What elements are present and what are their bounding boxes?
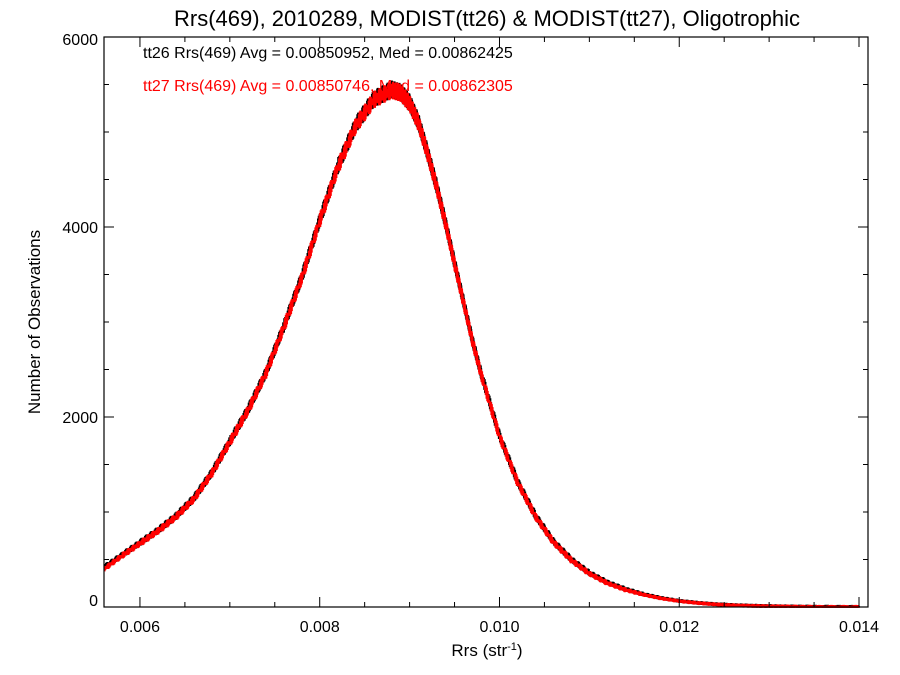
x-axis-label-close: )	[517, 641, 523, 660]
x-axis-label: Rrs (str-1)	[451, 641, 522, 660]
x-tick-label: 0.008	[300, 619, 340, 636]
x-axis-label-main: Rrs (str	[451, 641, 507, 660]
x-tick-label: 0.014	[839, 619, 879, 636]
y-tick-label: 6000	[62, 32, 98, 49]
y-axis-label: Number of Observations	[25, 230, 44, 414]
y-tick-label: 2000	[62, 410, 98, 427]
x-tick-label: 0.010	[479, 619, 519, 636]
x-axis-label-superscript: -1	[507, 641, 517, 653]
legend-entry-tt27: tt27 Rrs(469) Avg = 0.00850746, Med = 0.…	[143, 78, 513, 95]
series-group	[103, 80, 860, 608]
y-tick-label: 0	[89, 593, 98, 610]
plot-frame	[103, 36, 869, 608]
x-tick-label: 0.012	[659, 619, 699, 636]
x-tick-label: 0.006	[120, 619, 160, 636]
ticks-group: 0.006 0.008 0.010 0.012 0.014 0 2000 4000 6000	[62, 32, 879, 636]
chart-title: Rrs(469), 2010289, MODIST(tt26) & MODIST…	[174, 6, 800, 31]
series-line-2	[103, 81, 860, 608]
y-tick-label: 4000	[62, 220, 98, 237]
series-line-1	[103, 80, 860, 608]
legend-entry-tt26: tt26 Rrs(469) Avg = 0.00850952, Med = 0.…	[143, 45, 513, 62]
